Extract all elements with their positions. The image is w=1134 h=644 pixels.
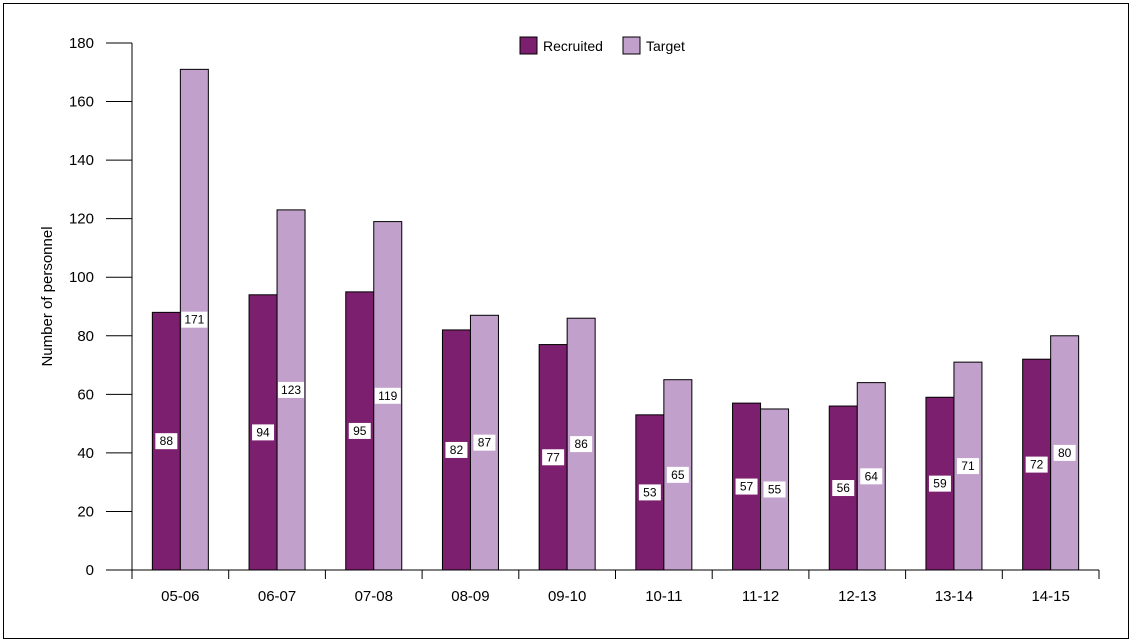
chart-frame: 0 20 40 60 80 100 120 140 160 180 05-06 06-07 07-08… bbox=[3, 3, 1129, 639]
legend-label: Recruited bbox=[543, 38, 603, 54]
data-label-text: 55 bbox=[768, 482, 782, 496]
data-label-text: 94 bbox=[256, 425, 270, 439]
data-label-text: 57 bbox=[740, 480, 754, 494]
y-axis: 0 20 40 60 80 100 120 140 160 180 bbox=[69, 35, 133, 579]
data-label-text: 80 bbox=[1058, 446, 1072, 460]
y-tick-label: 140 bbox=[69, 152, 94, 169]
data-label-text: 71 bbox=[961, 459, 975, 473]
data-label: 72 bbox=[1025, 456, 1048, 473]
bars bbox=[151, 68, 1080, 571]
data-label-text: 64 bbox=[865, 469, 879, 483]
x-tick-label: 11-12 bbox=[742, 588, 779, 605]
x-axis: 05-06 06-07 07-08 08-09 09-10 10-11 11-12 12-13… bbox=[131, 569, 1100, 605]
y-tick-label: 0 bbox=[86, 562, 94, 579]
data-label-text: 95 bbox=[353, 424, 367, 438]
y-tick-label: 60 bbox=[77, 386, 94, 403]
data-label: 77 bbox=[542, 449, 565, 466]
legend-swatch bbox=[519, 36, 538, 55]
data-label: 64 bbox=[860, 468, 883, 485]
data-label-text: 53 bbox=[643, 485, 657, 499]
data-label-text: 123 bbox=[281, 383, 301, 397]
x-tick-label: 12-13 bbox=[838, 588, 876, 605]
data-label-text: 56 bbox=[837, 481, 851, 495]
data-label-text: 171 bbox=[184, 313, 204, 327]
legend-item-recruited: Recruited bbox=[519, 36, 603, 55]
legend-swatch bbox=[622, 36, 641, 55]
data-label: 94 bbox=[252, 424, 275, 441]
x-tick-label: 05-06 bbox=[161, 588, 199, 605]
y-tick-label: 40 bbox=[77, 445, 94, 462]
x-tick-label: 09-10 bbox=[548, 588, 586, 605]
data-label-text: 77 bbox=[546, 450, 560, 464]
y-tick-label: 120 bbox=[69, 211, 94, 228]
data-label-text: 119 bbox=[378, 389, 397, 403]
data-label: 59 bbox=[928, 475, 951, 492]
data-label: 55 bbox=[763, 481, 786, 498]
data-label: 82 bbox=[445, 441, 468, 458]
data-label-text: 88 bbox=[160, 434, 174, 448]
data-label-text: 82 bbox=[450, 443, 464, 457]
data-label-text: 86 bbox=[574, 437, 588, 451]
data-label: 65 bbox=[666, 466, 689, 483]
x-tick-label: 07-08 bbox=[355, 588, 393, 605]
legend-label: Target bbox=[646, 38, 685, 54]
legend-item-target: Target bbox=[622, 36, 685, 55]
y-tick-label: 80 bbox=[77, 328, 94, 345]
data-label: 123 bbox=[278, 381, 305, 398]
data-label-text: 59 bbox=[933, 477, 947, 491]
data-label-text: 65 bbox=[671, 468, 685, 482]
data-label: 80 bbox=[1053, 444, 1076, 461]
data-label: 53 bbox=[638, 484, 661, 501]
bar-chart: 0 20 40 60 80 100 120 140 160 180 05-06 06-07 07-08… bbox=[39, 35, 1100, 605]
y-tick-label: 20 bbox=[77, 503, 94, 520]
y-tick-label: 180 bbox=[69, 35, 94, 52]
data-labels: 88 171 94 123 95 119 82 87 77 86 53 65 57 55 56 64 59 71 7… bbox=[155, 311, 1076, 501]
x-tick-label: 08-09 bbox=[451, 588, 489, 605]
y-tick-label: 100 bbox=[69, 269, 94, 286]
x-tick-label: 06-07 bbox=[258, 588, 296, 605]
data-label: 95 bbox=[348, 422, 371, 439]
data-label: 171 bbox=[181, 311, 208, 328]
x-tick-label: 14-15 bbox=[1031, 588, 1069, 605]
x-tick-label: 13-14 bbox=[935, 588, 973, 605]
data-label: 56 bbox=[832, 480, 855, 497]
data-label: 119 bbox=[374, 387, 401, 404]
x-tick-label: 10-11 bbox=[645, 588, 682, 605]
data-label: 71 bbox=[956, 458, 979, 475]
y-tick-label: 160 bbox=[69, 94, 94, 111]
data-label-text: 87 bbox=[478, 436, 492, 450]
data-label-text: 72 bbox=[1030, 458, 1044, 472]
data-label: 87 bbox=[473, 434, 496, 451]
legend: Recruited Target bbox=[519, 36, 685, 55]
y-axis-title: Number of personnel bbox=[39, 226, 56, 366]
data-label: 88 bbox=[155, 433, 178, 450]
data-label: 57 bbox=[735, 478, 758, 495]
data-label: 86 bbox=[570, 436, 593, 453]
